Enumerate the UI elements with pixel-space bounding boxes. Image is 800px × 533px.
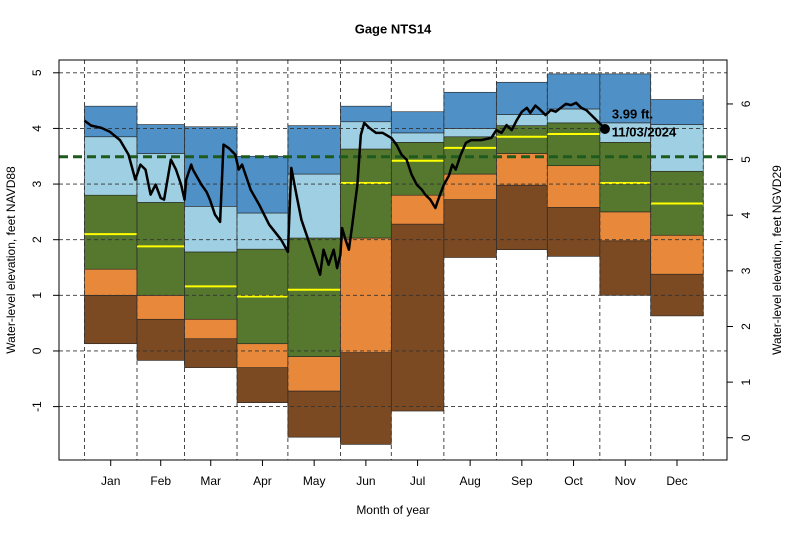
x-tick-label: Apr <box>253 474 272 488</box>
percentile-band <box>391 132 445 143</box>
percentile-band <box>546 207 601 257</box>
percentile-band <box>236 343 289 368</box>
percentile-band <box>84 268 138 296</box>
percentile-band <box>184 286 238 320</box>
x-tick-label: Jun <box>356 474 375 488</box>
x-tick-label: Feb <box>150 474 171 488</box>
percentile-band <box>391 194 445 225</box>
y-tick-label: 4 <box>30 125 44 132</box>
percentile-band <box>136 246 185 296</box>
percentile-band <box>236 296 289 345</box>
percentile-band <box>340 121 392 150</box>
y2-tick-label: 1 <box>739 378 753 385</box>
percentile-band <box>599 182 652 213</box>
percentile-band <box>287 356 341 392</box>
percentile-band <box>546 133 601 167</box>
x-tick-label: Mar <box>200 474 221 488</box>
y-tick-label: 1 <box>30 292 44 299</box>
percentile-band <box>236 248 289 297</box>
percentile-band <box>496 153 548 186</box>
percentile-band <box>184 338 238 368</box>
percentile-band <box>650 99 704 125</box>
percentile-band <box>599 240 652 296</box>
percentile-band <box>443 199 497 258</box>
percentile-band <box>496 114 548 126</box>
point-label: 3.99 ft. <box>612 106 653 121</box>
percentile-band <box>496 136 548 154</box>
percentile-band <box>443 173 497 200</box>
percentile-band <box>443 128 497 138</box>
y-tick-label: 3 <box>30 180 44 187</box>
percentile-band <box>340 182 392 239</box>
percentile-band <box>84 136 138 196</box>
percentile-band <box>599 73 652 124</box>
percentile-band <box>136 202 185 247</box>
x-tick-label: Sep <box>511 474 533 488</box>
y-tick-label: 0 <box>30 347 44 354</box>
water-level-line <box>83 101 606 276</box>
percentile-band <box>391 223 445 412</box>
percentile-band <box>136 318 185 361</box>
percentile-band <box>650 234 704 275</box>
x-tick-label: May <box>303 474 326 488</box>
y2-tick-label: 2 <box>739 323 753 330</box>
plot-frame <box>58 59 728 461</box>
percentile-band <box>599 142 652 184</box>
date-label: 11/03/2024 <box>612 124 677 139</box>
y2-tick-label: 3 <box>739 267 753 274</box>
percentile-band <box>340 352 392 445</box>
percentile-band <box>340 148 392 184</box>
chart-title: Gage NTS14 <box>355 21 432 36</box>
percentile-band <box>236 212 289 250</box>
percentile-band <box>287 390 341 438</box>
percentile-band <box>84 295 138 345</box>
percentile-band <box>136 295 185 320</box>
percentile-band <box>184 318 238 340</box>
y-tick-label: 5 <box>30 69 44 76</box>
percentile-band <box>391 111 445 134</box>
y-tick-label: 2 <box>30 236 44 243</box>
y2-tick-label: 6 <box>739 100 753 107</box>
y2-tick-label: 5 <box>739 156 753 163</box>
x-axis-label: Month of year <box>356 503 429 517</box>
percentile-band <box>496 184 548 251</box>
percentile-band <box>650 203 704 236</box>
percentile-band <box>599 211 652 242</box>
y-tick-label: -1 <box>30 401 44 412</box>
percentile-band <box>184 206 238 253</box>
x-tick-label: Dec <box>666 474 687 488</box>
percentile-band <box>443 91 497 129</box>
percentile-band <box>340 105 392 123</box>
percentile-band <box>287 289 341 357</box>
y2-tick-label: 4 <box>739 212 753 219</box>
percentile-band <box>236 367 289 403</box>
percentile-band <box>287 237 341 291</box>
x-tick-label: Aug <box>459 474 480 488</box>
x-tick-label: Nov <box>615 474 636 488</box>
percentile-band <box>236 155 289 214</box>
x-tick-label: Jul <box>410 474 425 488</box>
percentile-band <box>650 170 704 204</box>
x-tick-label: Jan <box>101 474 120 488</box>
percentile-band <box>184 251 238 287</box>
percentile-band <box>443 147 497 175</box>
x-tick-label: Oct <box>564 474 583 488</box>
percentile-band <box>184 126 238 207</box>
y2-axis-label: Water-level elevation, feet NGVD29 <box>770 165 784 355</box>
percentile-band <box>84 194 138 235</box>
percentile-band <box>546 165 601 208</box>
y-axis-label: Water-level elevation, feet NAVD88 <box>4 166 18 354</box>
latest-point <box>599 123 610 134</box>
percentile-band <box>391 160 445 196</box>
y2-tick-label: 0 <box>739 434 753 441</box>
percentile-band <box>287 125 341 175</box>
